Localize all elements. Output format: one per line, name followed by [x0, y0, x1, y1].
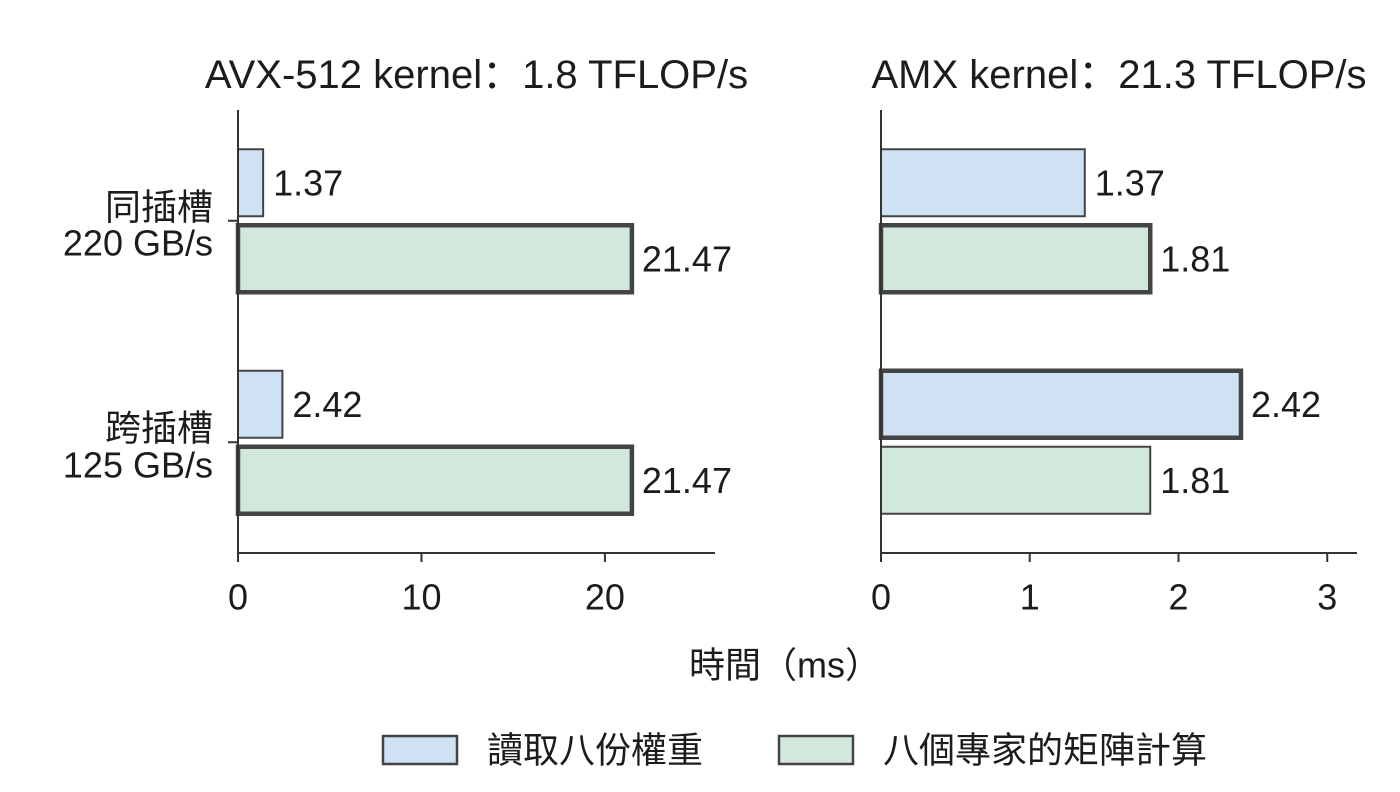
value-label-expert-matmul-cross-socket-amx: 1.81	[1160, 460, 1230, 501]
x-tick-label: 2	[1168, 577, 1188, 618]
bar-read-weights-same-socket-avx512	[237, 148, 265, 218]
category-bandwidth-cross-socket: 125 GB/s	[63, 445, 213, 486]
bar-expert-matmul-cross-socket-amx	[880, 445, 1152, 515]
x-tick-label: 0	[871, 577, 891, 618]
value-label-read-weights-same-socket-avx512: 1.37	[273, 162, 343, 203]
bar-read-weights-cross-socket-amx	[878, 368, 1244, 440]
bars-avx512	[235, 148, 635, 516]
bar-expert-matmul-same-socket-avx512	[235, 223, 635, 295]
x-tick-label: 0	[228, 577, 248, 618]
value-label-expert-matmul-same-socket-avx512: 21.47	[642, 238, 732, 279]
panel-amx: AMX kernel：21.3 TFLOP/s 0 1 2 3 1.37 2.42 1.8…	[871, 53, 1367, 618]
value-label-read-weights-same-socket-amx: 1.37	[1095, 162, 1165, 203]
bar-read-weights-same-socket-amx	[880, 148, 1086, 218]
bar-expert-matmul-same-socket-amx	[878, 223, 1153, 295]
x-axis-label: 時間（ms）	[689, 645, 881, 686]
x-tick-label: 1	[1020, 577, 1040, 618]
category-label-same-socket: 同插槽	[105, 187, 213, 228]
x-tick-label: 3	[1317, 577, 1337, 618]
x-tick-label: 20	[585, 577, 625, 618]
x-tick-label: 10	[401, 577, 441, 618]
bar-expert-matmul-cross-socket-avx512	[235, 444, 635, 516]
category-bandwidth-same-socket: 220 GB/s	[63, 223, 213, 264]
value-labels-avx512: 1.37 2.42 21.47 21.47	[273, 162, 732, 501]
value-labels-amx: 1.37 2.42 1.81 1.81	[1095, 162, 1321, 501]
value-label-read-weights-cross-socket-amx: 2.42	[1251, 384, 1321, 425]
axes-avx512: 0 10 20	[228, 110, 715, 618]
panel-avx512: AVX-512 kernel：1.8 TFLOP/s 0 10 20 1.37 2.4…	[63, 53, 748, 618]
axes-amx: 0 1 2 3	[871, 110, 1357, 618]
y-tick-labels: 同插槽 220 GB/s 跨插槽 125 GB/s	[63, 187, 213, 486]
legend-label-expert-matmul: 八個專家的矩陣計算	[883, 730, 1207, 771]
legend-swatch-read-weights	[381, 734, 459, 766]
value-label-read-weights-cross-socket-avx512: 2.42	[292, 384, 362, 425]
legend: 讀取八份權重 八個專家的矩陣計算	[381, 730, 1207, 771]
category-label-cross-socket: 跨插槽	[105, 408, 213, 449]
bar-read-weights-cross-socket-avx512	[237, 369, 284, 439]
value-label-expert-matmul-cross-socket-avx512: 21.47	[642, 460, 732, 501]
legend-swatch-expert-matmul	[777, 734, 855, 766]
panel-title-avx512: AVX-512 kernel：1.8 TFLOP/s	[205, 53, 748, 97]
legend-label-read-weights: 讀取八份權重	[487, 730, 703, 771]
panel-title-amx: AMX kernel：21.3 TFLOP/s	[872, 53, 1367, 97]
value-label-expert-matmul-same-socket-amx: 1.81	[1160, 238, 1230, 279]
